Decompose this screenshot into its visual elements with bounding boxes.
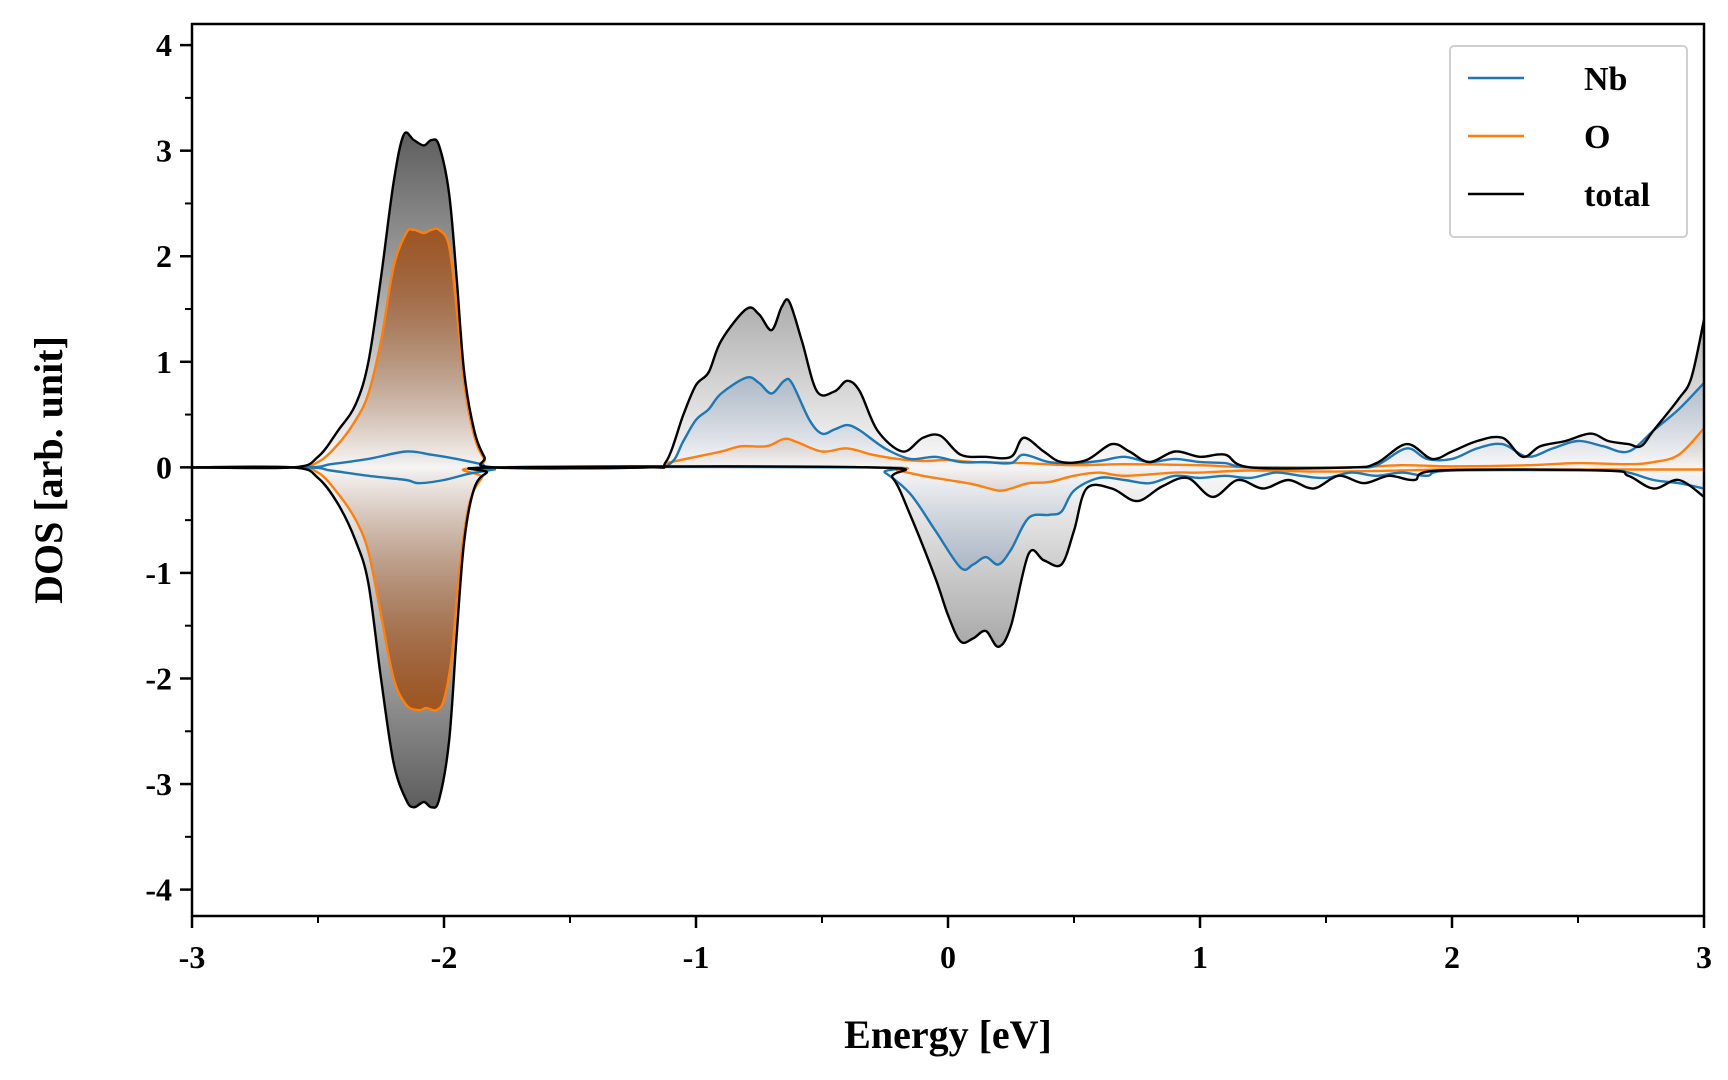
x-tick-label: 2	[1444, 939, 1460, 975]
x-tick-label: -1	[683, 939, 710, 975]
y-tick-label: -3	[145, 766, 172, 802]
y-tick-label: 1	[156, 344, 172, 380]
y-tick-label: -1	[145, 555, 172, 591]
legend-label-total: total	[1584, 177, 1650, 214]
y-axis-label: DOS [arb. unit]	[26, 336, 71, 604]
y-tick-label: 2	[156, 238, 172, 274]
x-tick-label: -3	[179, 939, 206, 975]
y-tick-label: 0	[156, 449, 172, 485]
x-tick-label: 3	[1696, 939, 1712, 975]
y-tick-label: 3	[156, 133, 172, 169]
legend-box	[1449, 45, 1688, 238]
series-line-total-spin-down	[191, 465, 1705, 809]
plot-area	[191, 131, 1706, 809]
x-tick-label: -2	[431, 939, 458, 975]
x-tick-label: 0	[940, 939, 956, 975]
legend-label-nb: Nb	[1584, 61, 1627, 98]
fill-total-spin-up	[192, 132, 1704, 469]
series-line-total-spin-up	[191, 131, 1706, 470]
y-tick-label: -2	[145, 660, 172, 696]
series-line-nb-spin-down	[191, 465, 1705, 571]
x-tick-label: 1	[1192, 939, 1208, 975]
fill-nb-spin-down	[192, 466, 1704, 570]
fill-nb-spin-up	[192, 377, 1704, 468]
fill-o-spin-up	[192, 228, 1704, 469]
fill-o-spin-down	[192, 466, 1704, 711]
legend-label-o: O	[1584, 119, 1610, 156]
y-tick-label: 4	[156, 27, 172, 63]
x-axis-label: Energy [eV]	[844, 1012, 1052, 1057]
y-tick-label: -4	[145, 872, 172, 908]
